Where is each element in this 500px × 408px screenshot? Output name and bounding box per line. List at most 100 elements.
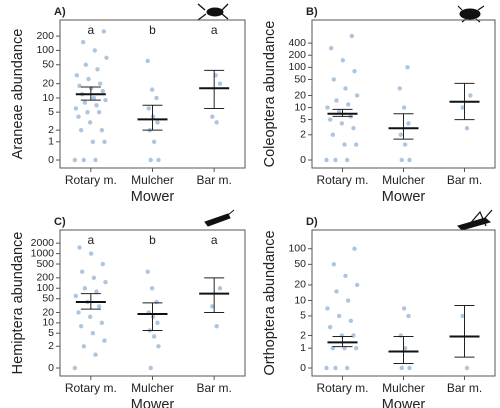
- x-tick-label: Rotary m.: [65, 173, 117, 187]
- y-tick-label: 10: [294, 101, 306, 113]
- x-tick-label: Bar m.: [447, 173, 482, 187]
- y-tick-label: 5: [48, 106, 54, 118]
- data-point: [399, 157, 404, 163]
- data-point: [149, 87, 155, 92]
- data-point: [102, 139, 107, 144]
- y-tick-label: 10: [42, 92, 54, 104]
- x-tick-label: Bar m.: [447, 381, 482, 395]
- data-point: [352, 69, 357, 74]
- data-point: [103, 279, 108, 285]
- x-tick-label: Mulcher: [131, 381, 174, 395]
- data-point: [100, 261, 106, 267]
- data-point: [88, 251, 94, 256]
- data-point: [76, 114, 81, 119]
- data-point: [155, 320, 160, 326]
- data-point: [336, 313, 342, 319]
- y-tick-label: 0: [48, 362, 54, 374]
- y-tick-label: 5: [300, 113, 306, 125]
- data-point: [78, 127, 84, 133]
- data-point: [331, 262, 337, 267]
- data-point: [82, 100, 88, 105]
- data-point: [334, 98, 339, 103]
- data-point: [87, 120, 93, 125]
- data-point: [81, 344, 87, 349]
- data-point: [150, 114, 156, 119]
- data-point: [214, 324, 219, 329]
- y-tick-label: 1: [300, 342, 306, 354]
- data-point: [330, 132, 336, 137]
- y-tick-label: 1000: [31, 247, 55, 259]
- data-point: [145, 58, 150, 64]
- data-point: [96, 304, 102, 309]
- significance-letter: a: [87, 23, 94, 37]
- data-point: [334, 289, 339, 294]
- y-axis-label: Araneae abundance: [10, 29, 26, 160]
- y-tick-label: 2: [48, 340, 54, 352]
- data-point: [214, 120, 219, 125]
- x-axis-label: Mower: [131, 189, 175, 205]
- data-point: [333, 365, 338, 371]
- significance-letter: b: [149, 233, 156, 247]
- x-tick-label: Mulcher: [382, 381, 425, 395]
- data-point: [354, 93, 360, 98]
- data-point: [460, 313, 465, 319]
- data-point: [148, 365, 153, 371]
- y-axis-label: Coleoptera abundance: [262, 21, 278, 168]
- data-point: [342, 142, 347, 147]
- panel-label: C): [54, 216, 66, 228]
- data-point: [407, 157, 412, 163]
- data-point: [77, 245, 82, 250]
- data-point: [103, 97, 108, 103]
- x-tick-label: Rotary m.: [65, 381, 117, 395]
- data-point: [99, 127, 105, 133]
- y-tick-label: 50: [294, 73, 306, 85]
- y-tick-label: 10: [294, 294, 306, 306]
- data-point: [343, 86, 348, 91]
- y-tick-label: 20: [294, 279, 306, 291]
- data-point: [79, 269, 85, 274]
- data-point: [325, 306, 330, 311]
- data-point: [401, 306, 407, 311]
- y-tick-label: 200: [36, 272, 54, 284]
- data-point: [324, 157, 329, 163]
- y-tick-label: 200: [288, 49, 306, 61]
- data-point: [401, 105, 407, 110]
- data-point: [73, 106, 79, 111]
- data-point: [73, 293, 79, 299]
- data-point: [154, 299, 159, 305]
- x-axis-label: Mower: [382, 189, 426, 205]
- data-point: [464, 365, 470, 371]
- data-point: [91, 275, 97, 281]
- spider-icon: [197, 3, 229, 21]
- data-point: [149, 286, 155, 291]
- data-point: [327, 117, 333, 122]
- significance-letter: b: [149, 23, 156, 37]
- data-point: [76, 310, 81, 315]
- y-tick-label: 2: [48, 124, 54, 136]
- data-point: [91, 95, 97, 101]
- grasshopper-icon: [457, 209, 493, 231]
- y-tick-label: 50: [42, 292, 54, 304]
- y-tick-label: 400: [288, 37, 306, 49]
- y-tick-label: 20: [294, 89, 306, 101]
- y-tick-label: 5: [48, 327, 54, 339]
- data-point: [148, 157, 153, 163]
- data-point: [97, 81, 103, 86]
- x-tick-label: Mulcher: [382, 173, 425, 187]
- panel-label: D): [306, 216, 318, 228]
- data-point: [210, 304, 215, 309]
- x-tick-label: Rotary m.: [316, 173, 368, 187]
- y-tick-label: 50: [42, 59, 54, 71]
- data-point: [95, 67, 100, 72]
- data-point: [74, 73, 80, 78]
- data-point: [145, 269, 150, 274]
- y-tick-label: 0: [300, 154, 306, 166]
- data-point: [343, 273, 348, 279]
- data-point: [100, 88, 106, 94]
- data-point: [82, 286, 88, 291]
- data-point: [156, 157, 161, 163]
- y-tick-label: 500: [36, 258, 54, 270]
- data-point: [353, 142, 359, 147]
- data-point: [325, 105, 330, 110]
